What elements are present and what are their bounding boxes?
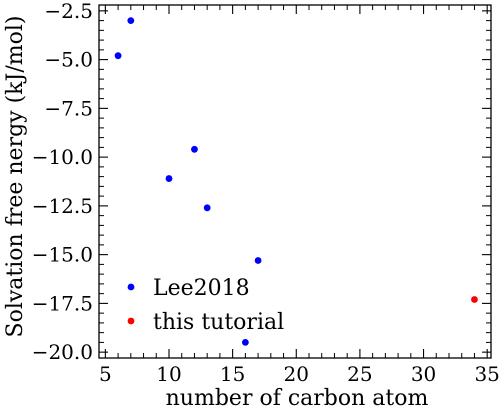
points-layer [114, 17, 478, 346]
data-point [165, 175, 173, 182]
legend-marker [127, 317, 135, 325]
legend: Lee2018 this tutorial [127, 276, 284, 335]
x-axis-label: number of carbon atom [166, 386, 429, 411]
y-tick-label: −10.0 [32, 145, 93, 169]
ticks-layer [99, 5, 491, 358]
x-tick-label: 35 [474, 362, 499, 386]
data-point [127, 17, 135, 25]
legend-label: Lee2018 [153, 276, 250, 301]
y-tick-label: −2.5 [44, 0, 93, 23]
y-axis-label: Solvation free nergy (kJ/mol) [3, 16, 28, 338]
x-tick-label: 30 [411, 362, 436, 386]
y-tick-label: −5.0 [44, 48, 93, 72]
y-tick-label: −20.0 [32, 340, 93, 364]
data-point [241, 338, 249, 346]
axes-layer [98, 4, 492, 359]
plot-frame [98, 4, 492, 359]
y-tick-label: −12.5 [32, 194, 93, 218]
tick-labels-layer: 5 10 15 20 25 30 35 −2.5 −5.0 −7.5 −10.0 −12.5 −15.0… [32, 0, 500, 386]
y-tick-label: −7.5 [44, 96, 93, 120]
data-point [471, 296, 478, 303]
data-point [203, 204, 211, 212]
x-tick-label: 5 [99, 362, 112, 386]
x-tick-label: 20 [284, 362, 309, 386]
y-tick-label: −17.5 [32, 291, 93, 315]
data-point [114, 52, 122, 60]
x-tick-label: 15 [220, 362, 245, 386]
y-tick-label: −15.0 [32, 243, 93, 267]
legend-marker [127, 283, 135, 291]
x-tick-label: 10 [156, 362, 181, 386]
data-point [254, 257, 262, 264]
data-point [191, 145, 198, 153]
x-tick-label: 25 [347, 362, 372, 386]
legend-label: this tutorial [153, 310, 284, 335]
